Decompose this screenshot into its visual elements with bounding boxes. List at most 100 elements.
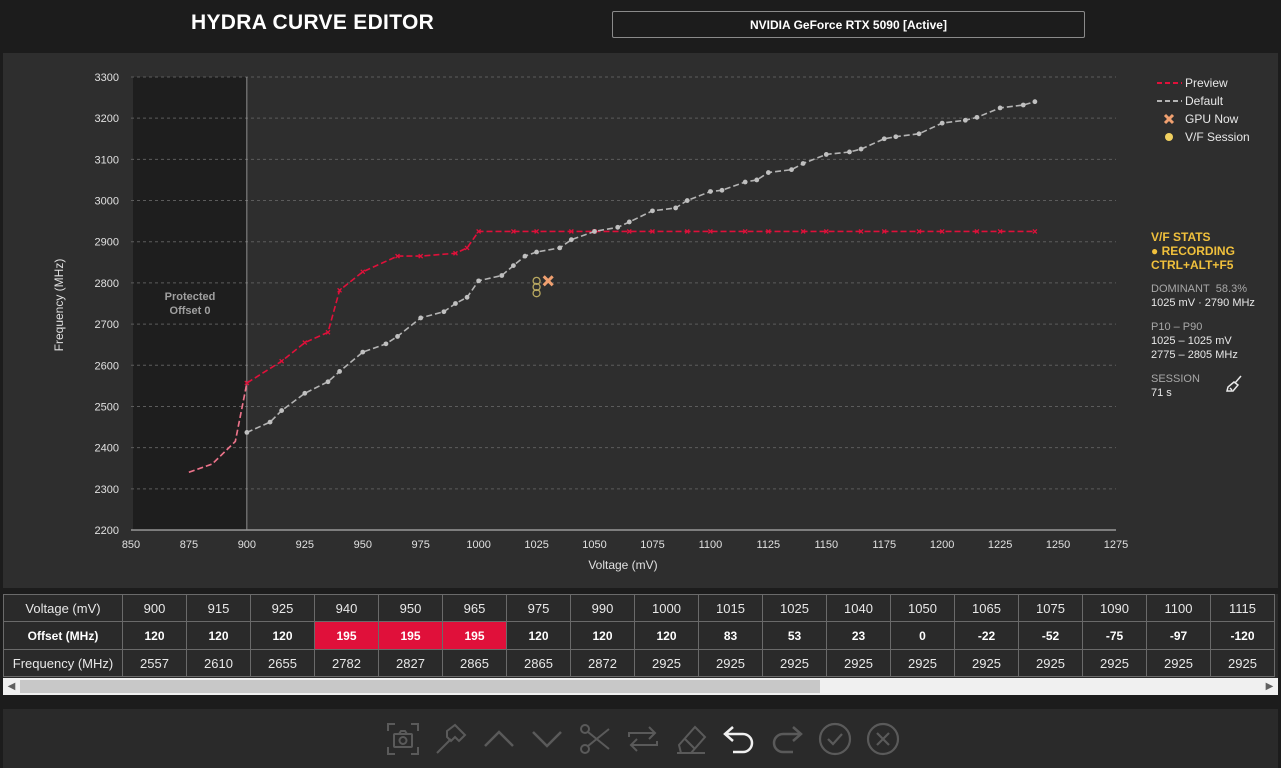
y-tick-label: 2300 bbox=[95, 484, 119, 496]
preview-point bbox=[337, 287, 343, 293]
preview-point bbox=[418, 253, 424, 259]
preview-point bbox=[302, 340, 308, 346]
offset-cell[interactable]: -22 bbox=[954, 621, 1019, 650]
preview-point bbox=[453, 250, 458, 256]
lower-button[interactable] bbox=[529, 721, 565, 757]
preview-point bbox=[881, 228, 887, 234]
hammer-icon bbox=[436, 723, 467, 754]
swap-button[interactable] bbox=[625, 721, 661, 757]
vf-stats-title: V/F STATS bbox=[1151, 230, 1211, 244]
frequency-cell: 2925 bbox=[890, 649, 955, 677]
offset-cell[interactable]: 120 bbox=[570, 621, 635, 650]
offset-cell[interactable]: -52 bbox=[1018, 621, 1083, 650]
x-tick-label: 1175 bbox=[872, 539, 896, 551]
offset-cell[interactable]: 120 bbox=[186, 621, 251, 650]
voltage-cell: 1075 bbox=[1018, 594, 1083, 622]
y-tick-label: 2800 bbox=[95, 278, 119, 290]
clear-session-brush-icon[interactable] bbox=[1225, 374, 1245, 394]
offset-cell[interactable]: -120 bbox=[1210, 621, 1275, 650]
y-tick-label: 3000 bbox=[95, 196, 119, 208]
offset-cell[interactable]: 195 bbox=[442, 621, 507, 650]
legend-item-preview[interactable]: Preview bbox=[1155, 74, 1250, 92]
voltage-cell: 1015 bbox=[698, 594, 763, 622]
hammer-button[interactable] bbox=[433, 721, 469, 757]
offset-cell[interactable]: 0 bbox=[890, 621, 955, 650]
preview-point bbox=[974, 228, 980, 234]
voltage-row: Voltage (mV) 900 915 925 940 950 965 975 990 1000… bbox=[3, 594, 1275, 622]
redo-button[interactable] bbox=[769, 721, 805, 757]
offset-cell[interactable]: 120 bbox=[122, 621, 187, 650]
voltage-cell: 1100 bbox=[1146, 594, 1211, 622]
y-tick-label: 2700 bbox=[95, 319, 119, 331]
scroll-right-icon[interactable]: ▶ bbox=[1265, 681, 1274, 692]
default-point bbox=[789, 167, 794, 173]
voltage-cell: 1050 bbox=[890, 594, 955, 622]
chart-panel[interactable]: 2200 2300 2400 2500 2600 2700 2800 2900 3000 3100… bbox=[3, 53, 1278, 588]
eraser-button[interactable] bbox=[673, 721, 709, 757]
offset-cell[interactable]: 53 bbox=[762, 621, 827, 650]
offset-cell[interactable]: 120 bbox=[506, 621, 571, 650]
scrollbar-thumb[interactable] bbox=[20, 680, 820, 693]
preview-point bbox=[684, 228, 690, 234]
default-point bbox=[395, 334, 400, 339]
default-point bbox=[939, 120, 945, 126]
offset-cell[interactable]: 120 bbox=[634, 621, 699, 650]
scroll-left-icon[interactable]: ◀ bbox=[7, 681, 16, 692]
voltage-cell: 990 bbox=[570, 594, 635, 622]
voltage-cell: 1000 bbox=[634, 594, 699, 622]
undo-button[interactable] bbox=[721, 721, 757, 757]
offset-cell[interactable]: 195 bbox=[314, 621, 379, 650]
percentile-mv: 1025 – 1025 mV bbox=[1151, 335, 1232, 347]
preview-point bbox=[997, 228, 1003, 234]
preview-point bbox=[858, 228, 864, 234]
vf-curve-chart[interactable]: 2200 2300 2400 2500 2600 2700 2800 2900 3000 3100… bbox=[3, 53, 1278, 588]
legend-item-default[interactable]: Default bbox=[1155, 92, 1250, 110]
offset-cell[interactable]: 195 bbox=[378, 621, 443, 650]
default-point bbox=[337, 369, 342, 374]
x-tick-label: 925 bbox=[296, 539, 314, 551]
dominant-value: 1025 mV · 2790 MHz bbox=[1151, 297, 1255, 309]
default-point bbox=[302, 390, 308, 396]
preview-point bbox=[916, 228, 922, 234]
default-point bbox=[823, 152, 829, 157]
x-tick-label: 1150 bbox=[814, 539, 838, 551]
lower-icon bbox=[532, 731, 562, 748]
swap-icon bbox=[628, 726, 658, 752]
table-horizontal-scrollbar[interactable]: ◀ ▶ bbox=[3, 678, 1278, 695]
voltage-cell: 900 bbox=[122, 594, 187, 622]
frequency-cell: 2925 bbox=[1146, 649, 1211, 677]
offset-cell[interactable]: -75 bbox=[1082, 621, 1147, 650]
default-point bbox=[476, 278, 482, 284]
frequency-row-header: Frequency (MHz) bbox=[3, 649, 123, 677]
default-point bbox=[568, 237, 574, 243]
offset-cell[interactable]: 120 bbox=[250, 621, 315, 650]
offset-cell[interactable]: 23 bbox=[826, 621, 891, 650]
redo-icon bbox=[772, 726, 803, 754]
frequency-cell: 2827 bbox=[378, 649, 443, 677]
voltage-row-header: Voltage (mV) bbox=[3, 594, 123, 622]
offset-cell[interactable]: -97 bbox=[1146, 621, 1211, 650]
offset-cell[interactable]: 83 bbox=[698, 621, 763, 650]
preview-point bbox=[325, 329, 331, 335]
raise-icon bbox=[484, 730, 514, 747]
curve-table[interactable]: Voltage (mV) 900 915 925 940 950 965 975 990 1000… bbox=[3, 594, 1278, 678]
raise-button[interactable] bbox=[481, 721, 517, 757]
preview-point bbox=[939, 228, 945, 234]
gpu-selector[interactable]: NVIDIA GeForce RTX 5090 [Active] bbox=[612, 11, 1085, 38]
cut-button[interactable] bbox=[577, 721, 613, 757]
default-line-swatch bbox=[1157, 100, 1182, 102]
frequency-cell: 2872 bbox=[570, 649, 635, 677]
legend-item-vf-session[interactable]: V/F Session bbox=[1155, 128, 1250, 146]
screenshot-button[interactable] bbox=[385, 721, 421, 757]
session-label: SESSION bbox=[1151, 373, 1200, 385]
x-tick-label: 1100 bbox=[699, 539, 723, 551]
apply-button[interactable] bbox=[817, 721, 853, 757]
gpu-now-marker bbox=[542, 275, 554, 287]
default-point bbox=[360, 349, 366, 355]
legend-item-gpu-now[interactable]: GPU Now bbox=[1155, 110, 1250, 128]
frequency-cell: 2782 bbox=[314, 649, 379, 677]
default-point bbox=[708, 189, 713, 194]
default-point bbox=[719, 187, 725, 193]
cancel-button[interactable] bbox=[865, 721, 901, 757]
default-point bbox=[916, 131, 922, 137]
